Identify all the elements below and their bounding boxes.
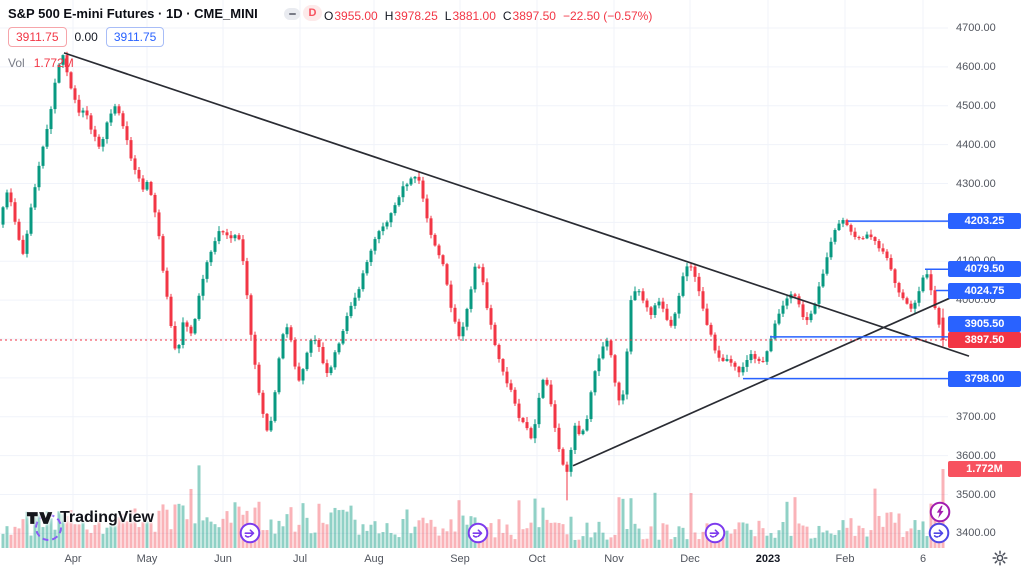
price-tick-label: 3400.00 <box>956 527 996 540</box>
time-tick-label: Aug <box>364 553 384 565</box>
price-tick-label: 4300.00 <box>956 177 996 190</box>
high-value: 3978.25 <box>394 9 438 23</box>
symbol-title: S&P 500 E-mini Futures · 1D · CME_MINI <box>8 6 258 21</box>
gear-icon[interactable] <box>992 550 1008 566</box>
low-label: L <box>444 9 452 23</box>
volume-readout: Vol 1.772M <box>8 56 74 70</box>
change-value: −22.50 (−0.57%) <box>562 9 653 23</box>
time-tick-label: 2023 <box>755 553 781 565</box>
time-tick-label: Jul <box>292 553 308 565</box>
range-to-price-box: 3911.75 <box>105 27 165 47</box>
volume-value: 1.772M <box>33 56 74 70</box>
tradingview-logo-text: TradingView <box>60 509 154 526</box>
volume-label: Vol <box>8 56 25 70</box>
price-level-label: 4079.50 <box>948 261 1021 278</box>
time-tick-label: Dec <box>680 553 700 565</box>
candlestick-series <box>1 51 945 501</box>
low-value: 3881.00 <box>452 9 496 23</box>
lightning-icon[interactable] <box>929 501 951 523</box>
price-tick-label: 3700.00 <box>956 410 996 423</box>
jump-arrow-icon[interactable] <box>928 522 950 544</box>
high-label: H <box>384 9 394 23</box>
gridlines <box>0 0 948 548</box>
price-tick-label: 4600.00 <box>956 60 996 73</box>
drawings <box>0 52 976 467</box>
time-axis[interactable]: Apr May Jun Jul Aug Sep Oct Nov Dec 2023 Feb 6 <box>0 550 948 574</box>
dash-icon <box>288 13 296 15</box>
tradingview-logo[interactable]: TradingView <box>26 509 154 541</box>
last-price-label: 3897.50 <box>948 331 1021 348</box>
range-diff-value: 0.00 <box>74 30 98 44</box>
tradingview-logo-icon <box>26 512 53 524</box>
price-level-label: 3798.00 <box>948 370 1021 387</box>
price-tick-label: 4700.00 <box>956 22 996 34</box>
time-tick-label: Feb <box>835 553 855 565</box>
trendline-ascending[interactable] <box>572 286 976 467</box>
interval-badge[interactable]: D <box>303 5 322 21</box>
time-tick-label: May <box>136 553 158 565</box>
price-level-label: 4203.25 <box>948 213 1021 230</box>
range-from-price-box: 3911.75 <box>8 27 67 47</box>
price-tick-label: 3600.00 <box>956 449 996 462</box>
close-value: 3897.50 <box>512 9 556 23</box>
volume-value-label: 1.772M <box>948 461 1021 477</box>
price-axis[interactable]: 4700.004600.004500.004400.004300.004200.… <box>948 0 1024 574</box>
hide-indicator-values-icon[interactable] <box>284 8 300 20</box>
time-tick-label: Sep <box>450 553 470 565</box>
price-level-label: 3905.50 <box>948 315 1021 332</box>
price-tick-label: 4400.00 <box>956 138 996 151</box>
time-tick-label: Jun <box>214 553 232 565</box>
jump-arrow-icon[interactable] <box>704 522 726 544</box>
price-tick-label: 3500.00 <box>956 488 996 501</box>
time-tick-label: Nov <box>604 553 624 565</box>
time-tick-label: Oct <box>528 553 546 565</box>
jump-arrow-icon[interactable] <box>467 522 489 544</box>
open-label: O <box>324 9 334 23</box>
time-tick-label: Apr <box>64 553 82 565</box>
time-tick-label: 6 <box>919 553 927 565</box>
price-tick-label: 4500.00 <box>956 99 996 112</box>
open-value: 3955.00 <box>334 9 378 23</box>
price-level-label: 4024.75 <box>948 282 1021 299</box>
trendline-descending[interactable] <box>63 52 970 357</box>
price-range-labels: 3911.75 0.00 3911.75 <box>8 27 165 47</box>
jump-arrow-icon[interactable] <box>239 522 261 544</box>
ohlc-readout: O 3955.00 H 3978.25 L 3881.00 C 3897.50 −22.… <box>324 9 652 23</box>
close-label: C <box>502 9 512 23</box>
